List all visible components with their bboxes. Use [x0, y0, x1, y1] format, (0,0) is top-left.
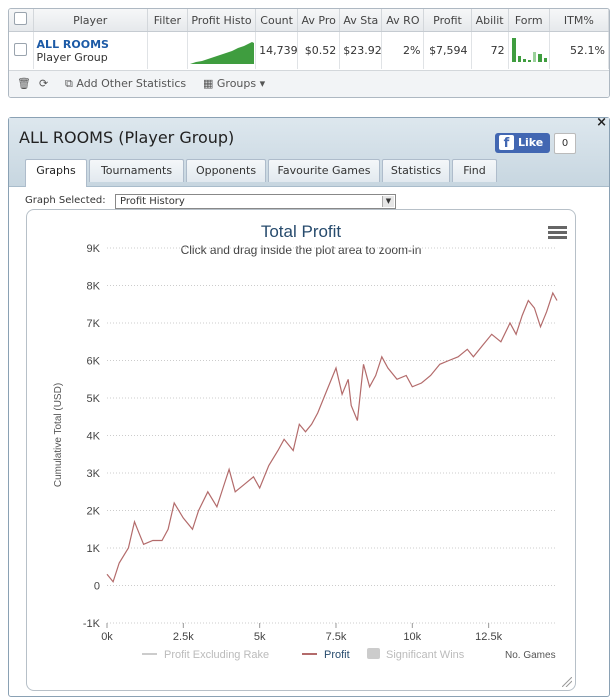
player-group-label: Player Group: [36, 50, 108, 64]
column-header-ability[interactable]: Abilit: [471, 9, 509, 32]
statistics-grid: Player Filter Profit Histo Count Av Pro …: [8, 8, 610, 98]
groups-dropdown[interactable]: ▦ Groups ▾: [203, 77, 265, 90]
add-statistics-button[interactable]: ⧉ Add Other Statistics: [65, 77, 186, 91]
y-tick-label: 9K: [87, 243, 101, 255]
facebook-icon: f: [499, 135, 514, 151]
column-header-itm[interactable]: ITM%: [549, 9, 609, 32]
legend-label: Profit: [324, 649, 350, 661]
y-tick-label: 7K: [87, 318, 101, 330]
x-tick-label: 2.5k: [173, 631, 194, 643]
chart-legend: Profit Excluding Rake Profit Significant…: [142, 648, 465, 661]
form-cell: [508, 31, 550, 69]
y-tick-label: 1K: [87, 543, 101, 555]
select-all-checkbox[interactable]: [14, 12, 28, 25]
graph-select-value: Profit History: [120, 196, 185, 207]
profit-history-sparkline-cell: [187, 31, 257, 69]
column-header-av-profit[interactable]: Av Pro: [297, 9, 341, 32]
y-tick-label: 8K: [87, 281, 101, 293]
column-header-profit-history[interactable]: Profit Histo: [187, 9, 257, 32]
chart-container[interactable]: Total Profit Click and drag inside the p…: [26, 209, 576, 691]
tab-favourite-games[interactable]: Favourite Games: [268, 159, 380, 182]
column-header-av-stake[interactable]: Av Sta: [339, 9, 383, 32]
statistics-table: Player Filter Profit Histo Count Av Pro …: [9, 9, 609, 69]
x-tick-label: 5k: [254, 631, 266, 643]
groups-icon: ▦: [203, 77, 217, 90]
row-checkbox[interactable]: [14, 42, 28, 56]
grid-toolbar: 🗑 ⟳ ⧉ Add Other Statistics ▦ Groups ▾: [9, 70, 609, 97]
y-tick-label: 3K: [87, 468, 101, 480]
y-tick-label: 4K: [87, 431, 101, 443]
graph-selected-label: Graph Selected:: [25, 195, 106, 206]
y-tick-label: 2K: [87, 506, 101, 518]
legend-item-significant-wins[interactable]: Significant Wins: [367, 648, 465, 661]
groups-label: Groups: [216, 77, 257, 90]
facebook-like-count: 0: [554, 133, 576, 154]
add-icon: ⧉: [65, 77, 77, 90]
filter-cell: [147, 31, 188, 69]
av-profit-cell: $0.52: [297, 31, 341, 69]
av-stake-cell: $23.92: [339, 31, 383, 69]
legend-item-profit-excluding-rake[interactable]: Profit Excluding Rake: [142, 649, 269, 661]
tab-opponents[interactable]: Opponents: [186, 159, 266, 182]
resize-handle-icon[interactable]: [562, 677, 572, 687]
y-tick-label: 6K: [87, 356, 101, 368]
column-header-form[interactable]: Form: [508, 9, 550, 32]
refresh-icon[interactable]: ⟳: [39, 77, 49, 90]
column-header-filter[interactable]: Filter: [147, 9, 188, 32]
graph-select-dropdown[interactable]: Profit History ▼: [115, 194, 396, 209]
profit-chart[interactable]: Total Profit Click and drag inside the p…: [27, 210, 575, 690]
chevron-down-icon: ▼: [382, 196, 394, 207]
select-all-header[interactable]: [9, 9, 34, 32]
tab-find[interactable]: Find: [452, 159, 497, 182]
window-title: ALL ROOMS (Player Group): [19, 128, 235, 147]
form-bar-chart: [511, 38, 547, 62]
close-icon[interactable]: ×: [596, 115, 607, 130]
tab-graphs[interactable]: Graphs: [25, 159, 87, 187]
y-tick-label: -1K: [83, 618, 101, 630]
count-cell: 14,739: [255, 31, 299, 69]
x-axis-label: No. Games: [505, 650, 556, 661]
trash-icon[interactable]: 🗑: [17, 77, 31, 90]
profit-cell: $7,594: [423, 31, 472, 69]
chart-subtitle: Click and drag inside the plot area to z…: [181, 243, 422, 257]
facebook-like-button[interactable]: f Like: [495, 133, 550, 153]
column-header-player[interactable]: Player: [33, 9, 148, 32]
facebook-like-label: Like: [518, 136, 544, 149]
table-row[interactable]: ALL ROOMS Player Group 14,739 $0.52 $23.…: [9, 31, 609, 69]
column-header-profit[interactable]: Profit: [423, 9, 472, 32]
chart-menu-icon[interactable]: [548, 226, 567, 239]
tab-statistics[interactable]: Statistics: [382, 159, 450, 182]
column-header-av-roi[interactable]: Av RO: [381, 9, 425, 32]
chart-title: Total Profit: [261, 222, 342, 241]
chevron-down-icon: ▾: [256, 77, 266, 90]
x-tick-label: 7.5k: [326, 631, 347, 643]
tab-tournaments[interactable]: Tournaments: [89, 159, 184, 182]
y-axis-label: Cumulative Total (USD): [53, 383, 64, 487]
series-line-profit: [106, 291, 558, 584]
column-header-count[interactable]: Count: [255, 9, 299, 32]
y-tick-label: 0: [94, 581, 100, 593]
itm-cell: 52.1%: [549, 31, 609, 69]
x-tick-label: 10k: [403, 631, 421, 643]
ability-cell: 72: [471, 31, 509, 69]
window-header: ALL ROOMS (Player Group) × f Like 0 Grap…: [9, 115, 609, 187]
player-group-window: ALL ROOMS (Player Group) × f Like 0 Grap…: [8, 115, 610, 697]
player-name-link[interactable]: ALL ROOMS: [36, 37, 109, 51]
x-tick-label: 0k: [101, 631, 113, 643]
y-tick-label: 5K: [87, 393, 101, 405]
legend-label: Significant Wins: [386, 649, 465, 661]
av-roi-cell: 2%: [381, 31, 425, 69]
x-tick-label: 12.5k: [475, 631, 502, 643]
legend-label: Profit Excluding Rake: [164, 649, 269, 661]
player-cell[interactable]: ALL ROOMS Player Group: [33, 31, 148, 69]
legend-item-profit[interactable]: Profit: [302, 649, 350, 661]
add-statistics-label: Add Other Statistics: [76, 77, 187, 90]
profit-sparkline: [189, 42, 254, 64]
table-header-row: Player Filter Profit Histo Count Av Pro …: [9, 9, 609, 32]
